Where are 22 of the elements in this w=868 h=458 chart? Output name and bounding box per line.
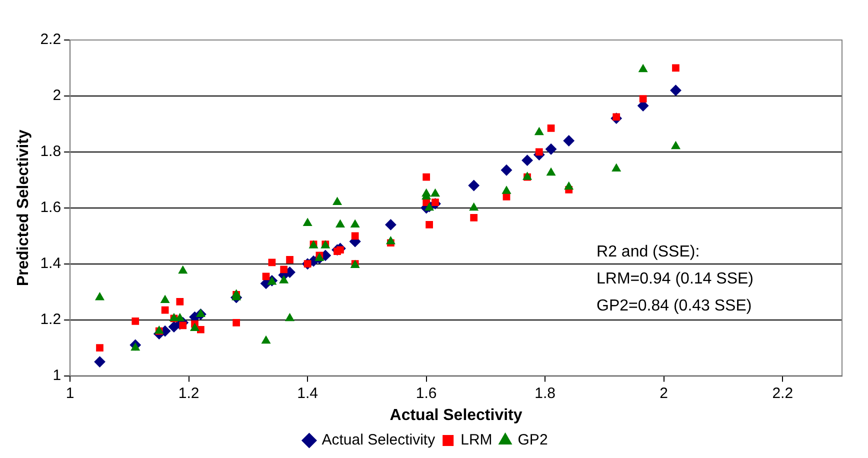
x-tick-label: 1 (66, 384, 74, 402)
y-tick-label: 1.2 (40, 310, 62, 328)
y-axis-title: Predicted Selectivity (15, 130, 32, 286)
y-tick-label: 1 (52, 366, 62, 384)
annotation: LRM=0.94 (0.14 SSE) (596, 270, 754, 288)
y-tick-label: 2 (52, 87, 62, 104)
y-tick-label: 1.6 (40, 199, 62, 216)
annotation: R2 and (SSE): (596, 243, 700, 260)
annotation: GP2=0.84 (0.43 SSE) (596, 297, 752, 314)
y-tick-label: 2.2 (40, 31, 62, 48)
x-tick-label: 2.2 (772, 384, 794, 402)
x-tick-label: 1.2 (178, 384, 200, 402)
x-tick-label: 1.6 (416, 384, 437, 402)
legend-label: Actual Selectivity (322, 432, 436, 449)
y-tick-label: 1.4 (40, 255, 62, 272)
legend-label: LRM (460, 432, 492, 449)
legend-label: GP2 (518, 432, 548, 449)
x-tick-label: 1.4 (297, 384, 318, 402)
x-tick-label: 1.8 (534, 384, 556, 402)
y-tick-label: 1.8 (40, 143, 62, 160)
x-tick-label: 2 (660, 384, 668, 402)
x-axis-title: Actual Selectivity (390, 406, 522, 424)
